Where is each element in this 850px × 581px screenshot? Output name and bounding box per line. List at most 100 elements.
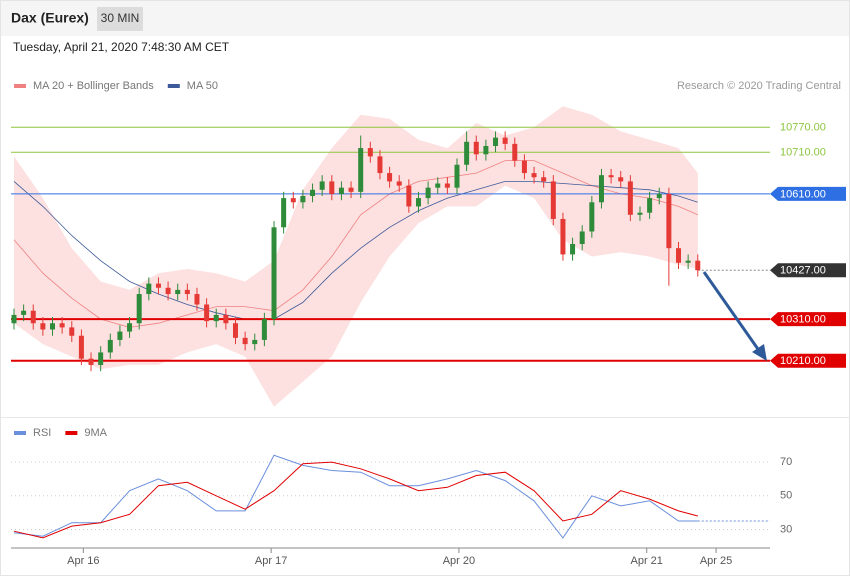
candle-body xyxy=(290,198,296,203)
candle-body xyxy=(261,319,267,340)
candle-body xyxy=(493,137,499,146)
candle-body xyxy=(685,260,691,263)
candle-body xyxy=(59,323,65,328)
candle-body xyxy=(415,198,421,207)
price-panel: 10770.00 10710.00 10610.00 10427.00 10310.00… xyxy=(11,80,846,407)
candle-body xyxy=(483,145,489,155)
candle-body xyxy=(184,289,190,295)
candle-body xyxy=(319,181,325,190)
candle-body xyxy=(242,337,248,345)
candle-body xyxy=(338,187,344,194)
candle-body xyxy=(358,148,364,192)
timestamp: Tuesday, April 21, 2020 7:48:30 AM CET xyxy=(13,40,230,54)
x-tick-label: Apr 25 xyxy=(700,555,732,567)
ma-line xyxy=(13,180,698,320)
legend-label: MA 50 xyxy=(187,80,218,92)
forecast-arrow xyxy=(702,271,762,353)
candle-body xyxy=(387,173,393,182)
candle-body xyxy=(435,183,441,188)
candle-body xyxy=(598,175,604,203)
candle-body xyxy=(136,294,142,324)
candle-body xyxy=(676,248,682,263)
legend-swatch xyxy=(14,431,26,435)
x-tick-label: Apr 16 xyxy=(67,555,99,567)
level-label: 10210.00 xyxy=(780,355,826,367)
candle-body xyxy=(579,231,585,244)
candle-body xyxy=(618,177,624,182)
legend-label: MA 20 + Bollinger Bands xyxy=(33,80,154,92)
candle-body xyxy=(175,289,181,295)
level-label: 10310.00 xyxy=(780,313,826,325)
candle-body xyxy=(194,294,200,305)
candle-body xyxy=(11,314,17,324)
candle-body xyxy=(69,327,75,336)
level-tag xyxy=(770,263,846,278)
candle-body xyxy=(608,175,614,178)
candle-body xyxy=(377,156,383,174)
candle-body xyxy=(695,260,701,271)
candle-body xyxy=(473,141,479,155)
forecast-arrowhead xyxy=(752,344,767,361)
candle-body xyxy=(117,331,123,340)
candle-body xyxy=(300,196,306,203)
candle-body xyxy=(127,323,133,332)
level-tag xyxy=(770,353,846,368)
timeframe-box xyxy=(97,7,143,31)
candle-body xyxy=(281,198,287,228)
candle-body xyxy=(560,218,566,255)
source: Research © 2020 Trading Central xyxy=(677,80,841,92)
indicator-line xyxy=(13,454,698,539)
candle-body xyxy=(98,352,104,365)
level-label: 10427.00 xyxy=(780,265,826,277)
candle-body xyxy=(107,339,113,353)
candle-body xyxy=(40,323,46,330)
candle-body xyxy=(213,314,219,322)
candle-body xyxy=(570,243,576,255)
candle-body xyxy=(637,212,643,215)
candle-body xyxy=(464,141,470,165)
level-label: 10610.00 xyxy=(780,188,826,200)
candle-body xyxy=(396,181,402,186)
candle-body xyxy=(271,227,277,320)
instrument-title: Dax (Eurex) xyxy=(11,10,89,26)
candle-body xyxy=(512,143,518,161)
candle-body xyxy=(666,193,672,249)
candle-body xyxy=(454,164,460,188)
legend-swatch xyxy=(14,84,26,88)
candle-body xyxy=(155,283,161,288)
candle-body xyxy=(223,314,229,324)
legend-swatch xyxy=(65,431,78,435)
x-tick-label: Apr 17 xyxy=(255,555,287,567)
candle-body xyxy=(444,183,450,188)
candle-body xyxy=(406,185,412,207)
candle-body xyxy=(78,335,84,359)
y-tick-label: 30 xyxy=(780,523,792,535)
y-tick-label: 70 xyxy=(780,456,792,468)
candle-body xyxy=(589,202,595,232)
level-label: 10710.00 xyxy=(780,147,826,159)
candle-body xyxy=(252,339,258,345)
y-tick-label: 50 xyxy=(780,490,792,502)
level-tag xyxy=(770,312,846,327)
candle-body xyxy=(425,187,431,199)
candle-body xyxy=(531,173,537,178)
candle-body xyxy=(656,193,662,199)
candle-body xyxy=(550,181,556,219)
candle-body xyxy=(627,181,633,215)
candle-body xyxy=(232,323,238,338)
x-tick-label: Apr 21 xyxy=(631,555,663,567)
candle-body xyxy=(165,287,171,295)
candle-body xyxy=(367,148,373,157)
x-tick-label: Apr 20 xyxy=(443,555,475,567)
candle-body xyxy=(348,187,354,192)
candle-body xyxy=(310,189,316,197)
candle-body xyxy=(146,283,152,295)
candle-body xyxy=(502,137,508,144)
candle-body xyxy=(647,198,653,213)
timeframe: 30 MIN xyxy=(101,11,140,25)
candle-body xyxy=(21,310,27,315)
candle-body xyxy=(204,304,210,322)
legend-label: 9MA xyxy=(84,427,107,439)
